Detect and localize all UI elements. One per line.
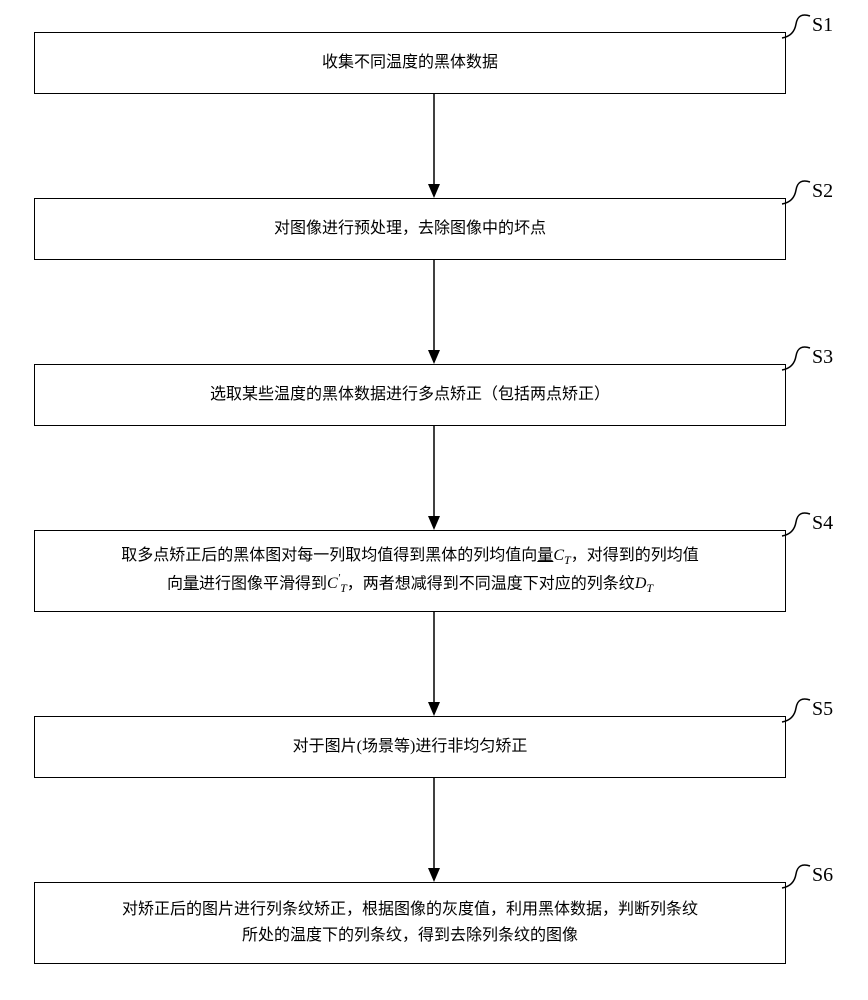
curl-s4 — [778, 508, 818, 540]
node-text: 取多点矫正后的黑体图对每一列取均值得到黑体的列均值向量CT，对得到的列均值向量进… — [121, 543, 698, 598]
flowchart-container: 收集不同温度的黑体数据S1对图像进行预处理，去除图像中的坏点S2选取某些温度的黑… — [0, 0, 868, 1000]
node-s3: 选取某些温度的黑体数据进行多点矫正（包括两点矫正） — [34, 364, 786, 426]
node-text: 收集不同温度的黑体数据 — [322, 50, 498, 76]
curl-s3 — [778, 342, 818, 374]
curl-s2 — [778, 176, 818, 208]
curl-s1 — [778, 10, 818, 42]
node-text: 对矫正后的图片进行列条纹矫正，根据图像的灰度值，利用黑体数据，判断列条纹所处的温… — [122, 897, 698, 948]
node-s6: 对矫正后的图片进行列条纹矫正，根据图像的灰度值，利用黑体数据，判断列条纹所处的温… — [34, 882, 786, 964]
arrow-3 — [422, 426, 446, 530]
node-s1: 收集不同温度的黑体数据 — [34, 32, 786, 94]
arrow-2 — [422, 260, 446, 364]
node-s4: 取多点矫正后的黑体图对每一列取均值得到黑体的列均值向量CT，对得到的列均值向量进… — [34, 530, 786, 612]
curl-s5 — [778, 694, 818, 726]
node-text: 对于图片(场景等)进行非均匀矫正 — [293, 734, 528, 760]
arrow-1 — [422, 94, 446, 198]
node-text: 对图像进行预处理，去除图像中的坏点 — [274, 216, 546, 242]
curl-s6 — [778, 860, 818, 892]
node-text: 选取某些温度的黑体数据进行多点矫正（包括两点矫正） — [210, 382, 610, 408]
arrow-4 — [422, 612, 446, 716]
node-s5: 对于图片(场景等)进行非均匀矫正 — [34, 716, 786, 778]
node-s2: 对图像进行预处理，去除图像中的坏点 — [34, 198, 786, 260]
arrow-5 — [422, 778, 446, 882]
